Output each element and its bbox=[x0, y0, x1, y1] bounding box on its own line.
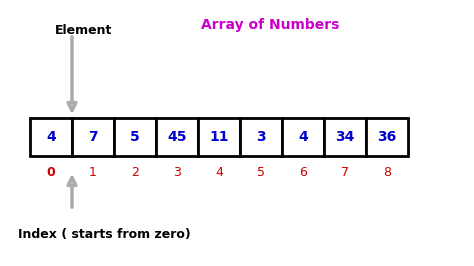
Text: 45: 45 bbox=[167, 130, 187, 144]
Text: 4: 4 bbox=[298, 130, 308, 144]
Text: 7: 7 bbox=[341, 166, 349, 179]
Text: 5: 5 bbox=[130, 130, 140, 144]
Text: 3: 3 bbox=[256, 130, 266, 144]
Text: 36: 36 bbox=[377, 130, 397, 144]
Text: 6: 6 bbox=[299, 166, 307, 179]
Text: 8: 8 bbox=[383, 166, 391, 179]
Text: Index ( starts from zero): Index ( starts from zero) bbox=[18, 228, 191, 241]
Text: 1: 1 bbox=[89, 166, 97, 179]
Text: 0: 0 bbox=[46, 166, 55, 179]
Bar bbox=[282, 118, 324, 156]
Text: 5: 5 bbox=[257, 166, 265, 179]
Text: Array of Numbers: Array of Numbers bbox=[201, 18, 339, 32]
Text: 4: 4 bbox=[46, 130, 56, 144]
Text: 34: 34 bbox=[335, 130, 355, 144]
Text: 4: 4 bbox=[215, 166, 223, 179]
Bar bbox=[72, 118, 114, 156]
Text: Element: Element bbox=[55, 24, 112, 37]
Text: 2: 2 bbox=[131, 166, 139, 179]
Bar bbox=[156, 118, 198, 156]
Bar bbox=[324, 118, 366, 156]
Text: 11: 11 bbox=[209, 130, 229, 144]
Text: 7: 7 bbox=[88, 130, 98, 144]
Bar bbox=[198, 118, 240, 156]
Text: 3: 3 bbox=[173, 166, 181, 179]
Bar bbox=[366, 118, 408, 156]
Bar bbox=[240, 118, 282, 156]
Bar bbox=[30, 118, 72, 156]
Bar bbox=[114, 118, 156, 156]
